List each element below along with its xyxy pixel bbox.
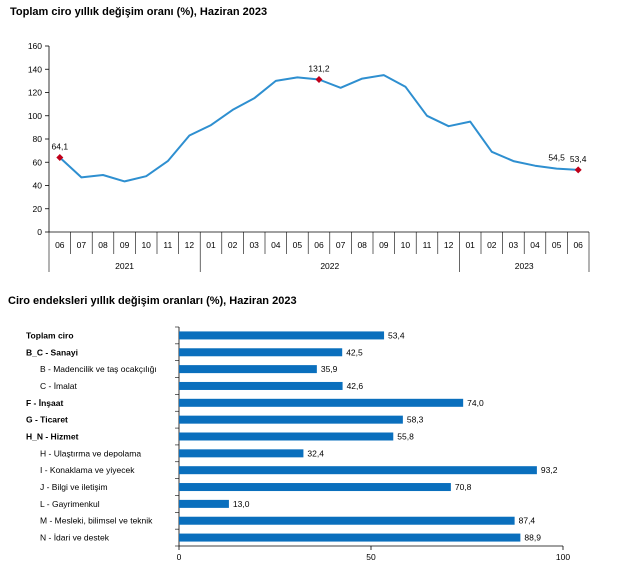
bar bbox=[179, 466, 537, 475]
x-tick-label: 02 bbox=[487, 240, 497, 250]
x-tick-label: 09 bbox=[120, 240, 130, 250]
x-tick-label: 12 bbox=[444, 240, 454, 250]
bar bbox=[179, 449, 304, 458]
y-tick-label: 100 bbox=[28, 111, 42, 121]
x-tick-label: 01 bbox=[206, 240, 216, 250]
y-tick-label: 160 bbox=[28, 41, 42, 51]
category-label: C - İmalat bbox=[40, 381, 77, 391]
x-tick-label: 09 bbox=[379, 240, 389, 250]
x-tick-label: 11 bbox=[423, 240, 432, 250]
x-tick-label: 50 bbox=[366, 552, 376, 562]
x-tick-label: 06 bbox=[314, 240, 324, 250]
x-tick-label: 03 bbox=[249, 240, 259, 250]
y-tick-label: 0 bbox=[37, 227, 42, 237]
bar bbox=[179, 415, 403, 424]
x-tick-label: 08 bbox=[357, 240, 367, 250]
bar-value-label: 70,8 bbox=[455, 482, 472, 492]
data-point-marker bbox=[315, 75, 323, 83]
bar bbox=[179, 499, 229, 508]
bar-value-label: 53,4 bbox=[388, 330, 405, 340]
category-label: J - Bilgi ve iletişim bbox=[40, 482, 108, 492]
x-tick-label: 04 bbox=[530, 240, 540, 250]
category-label: N - İdari ve destek bbox=[40, 533, 110, 543]
category-label: H_N - Hizmet bbox=[26, 432, 79, 442]
x-tick-label: 100 bbox=[556, 552, 570, 562]
data-point-marker bbox=[574, 166, 582, 174]
x-tick-label: 04 bbox=[271, 240, 281, 250]
x-tick-label: 05 bbox=[552, 240, 562, 250]
year-label: 2023 bbox=[515, 261, 534, 271]
bar-value-label: 32,4 bbox=[307, 448, 324, 458]
bar-value-label: 87,4 bbox=[519, 516, 536, 526]
y-tick-label: 80 bbox=[33, 134, 43, 144]
bar bbox=[179, 381, 343, 390]
category-label: L - Gayrimenkul bbox=[40, 499, 100, 509]
x-tick-label: 08 bbox=[98, 240, 108, 250]
bar-value-label: 88,9 bbox=[524, 533, 541, 543]
bar-value-label: 42,6 bbox=[347, 381, 364, 391]
bar-value-label: 58,3 bbox=[407, 415, 424, 425]
bar bbox=[179, 365, 317, 374]
category-label: M - Mesleki, bilimsel ve teknik bbox=[40, 516, 153, 526]
x-tick-label: 02 bbox=[228, 240, 238, 250]
x-tick-label: 07 bbox=[77, 240, 87, 250]
bar bbox=[179, 533, 521, 542]
bar bbox=[179, 331, 385, 340]
category-label: B - Madencilik ve taş ocakçılığı bbox=[40, 364, 157, 374]
x-tick-label: 03 bbox=[509, 240, 519, 250]
data-point-marker bbox=[56, 153, 64, 161]
y-tick-label: 40 bbox=[33, 181, 43, 191]
x-tick-label: 07 bbox=[336, 240, 346, 250]
bar-chart-title: Ciro endeksleri yıllık değişim oranları … bbox=[8, 295, 297, 307]
category-label: B_C - Sanayi bbox=[26, 347, 78, 357]
bar bbox=[179, 432, 394, 441]
y-tick-label: 20 bbox=[33, 204, 43, 214]
x-tick-label: 12 bbox=[185, 240, 195, 250]
bar bbox=[179, 398, 464, 407]
x-tick-label: 06 bbox=[573, 240, 583, 250]
category-label: I - Konaklama ve yiyecek bbox=[40, 465, 135, 475]
data-label: 64,1 bbox=[52, 141, 69, 151]
data-label: 131,2 bbox=[308, 63, 330, 73]
bar-value-label: 13,0 bbox=[233, 499, 250, 509]
x-tick-label: 01 bbox=[465, 240, 475, 250]
data-label: 53,4 bbox=[570, 154, 587, 164]
category-label: G - Ticaret bbox=[26, 415, 68, 425]
bar-value-label: 55,8 bbox=[397, 432, 414, 442]
y-tick-label: 120 bbox=[28, 88, 42, 98]
x-tick-label: 11 bbox=[163, 240, 172, 250]
bar-value-label: 35,9 bbox=[321, 364, 338, 374]
bar-value-label: 42,5 bbox=[346, 347, 363, 357]
bar bbox=[179, 348, 343, 357]
x-tick-label: 06 bbox=[55, 240, 65, 250]
category-label: Toplam ciro bbox=[26, 330, 74, 340]
line-chart-title: Toplam ciro yıllık değişim oranı (%), Ha… bbox=[10, 6, 268, 18]
bar bbox=[179, 516, 515, 525]
y-tick-label: 60 bbox=[33, 157, 43, 167]
bar bbox=[179, 483, 451, 492]
bar-value-label: 74,0 bbox=[467, 398, 484, 408]
y-tick-label: 140 bbox=[28, 64, 42, 74]
year-label: 2022 bbox=[320, 261, 339, 271]
x-tick-label: 05 bbox=[293, 240, 303, 250]
x-tick-label: 10 bbox=[401, 240, 411, 250]
x-tick-label: 0 bbox=[177, 552, 182, 562]
data-label: 54,5 bbox=[548, 153, 565, 163]
bar-value-label: 93,2 bbox=[541, 465, 558, 475]
x-tick-label: 10 bbox=[141, 240, 151, 250]
category-label: F - İnşaat bbox=[26, 398, 63, 408]
category-label: H - Ulaştırma ve depolama bbox=[40, 448, 141, 458]
year-label: 2021 bbox=[115, 261, 134, 271]
